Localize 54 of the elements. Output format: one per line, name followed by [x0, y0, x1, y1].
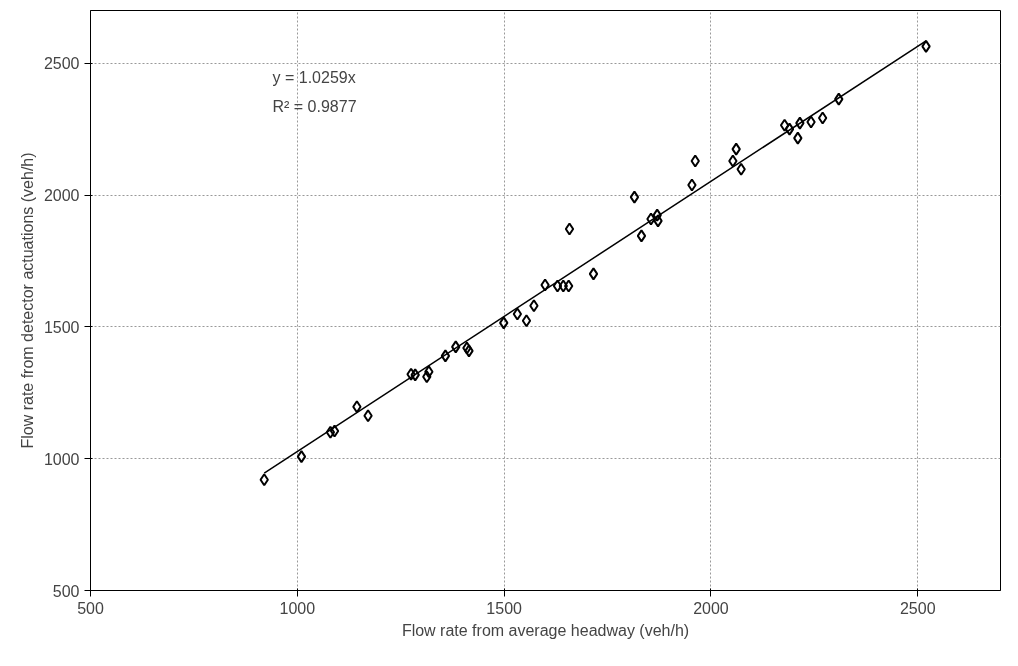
point [325, 425, 336, 439]
x-tick-label: 1500 [486, 599, 523, 617]
point [629, 190, 640, 204]
point [451, 340, 461, 354]
point [363, 409, 373, 423]
x-tick-label: 2000 [693, 599, 729, 617]
point [806, 115, 816, 129]
x-tick-label: 2500 [899, 599, 936, 617]
y-tick-label: 1500 [43, 318, 80, 336]
point [499, 316, 509, 330]
point [564, 222, 575, 236]
point [784, 122, 795, 136]
point [921, 39, 931, 53]
point [259, 473, 269, 487]
point [564, 279, 574, 293]
point [636, 229, 647, 243]
point [687, 178, 697, 192]
point [521, 314, 532, 328]
y-tick-label: 1000 [43, 450, 80, 468]
point [652, 208, 662, 222]
point [406, 367, 416, 381]
annotation: y = 1.0259x [272, 68, 356, 86]
y-tick-label: 2500 [43, 55, 80, 73]
point [410, 368, 420, 382]
point [540, 278, 550, 292]
point [558, 279, 568, 293]
y-axis-title: Flow rate from detector actuations (veh/h) [18, 152, 36, 449]
point [817, 111, 828, 125]
y-tick-label: 2000 [43, 187, 80, 205]
point [422, 370, 432, 384]
point [795, 116, 805, 130]
point [834, 92, 844, 106]
point [512, 307, 523, 321]
point [728, 154, 738, 168]
annotation: R² = 0.9877 [272, 97, 357, 115]
y-tick-label: 500 [52, 582, 80, 600]
point [440, 349, 451, 363]
point [731, 142, 741, 156]
point [779, 118, 790, 132]
point [646, 212, 656, 226]
point [690, 154, 700, 168]
point [424, 365, 434, 379]
x-tick-label: 500 [77, 599, 104, 617]
x-axis-title: Flow rate from average headway (veh/h) [401, 621, 690, 639]
point [653, 214, 663, 228]
point [529, 299, 539, 313]
x-tick-label: 1000 [279, 599, 316, 617]
point [793, 131, 803, 145]
point [552, 279, 563, 293]
point [352, 400, 362, 414]
point [736, 162, 746, 176]
point [588, 267, 599, 281]
point [296, 450, 307, 464]
point [329, 424, 340, 438]
